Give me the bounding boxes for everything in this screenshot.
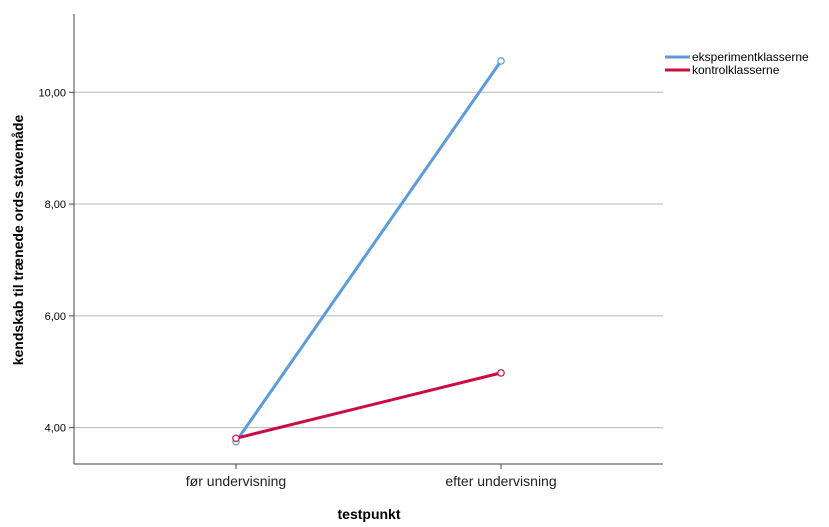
data-point [497,57,505,65]
series-line [234,59,503,444]
x-tick-label: efter undervisning [445,473,556,489]
y-tick-label: 10,00 [38,87,66,99]
series-line [234,371,503,440]
y-tick-labels: 4,00 6,00 8,00 10,00 [38,87,74,435]
y-tick-label: 4,00 [45,423,66,435]
y-tick-label: 8,00 [45,199,66,211]
axes [73,14,663,465]
legend-label: kontrolklasserne [692,63,780,77]
y-tick-label: 6,00 [45,311,66,323]
data-point [232,434,240,443]
data-point [497,369,505,377]
series-kontrolklasserne [232,369,505,443]
gridlines [74,91,663,429]
series-eksperimentklasserne [232,57,505,446]
x-tick-labels: før undervisning efter undervisning [186,464,557,489]
x-tick-label: før undervisning [186,473,286,489]
x-axis-label: testpunkt [338,506,401,522]
series-lines [232,57,505,446]
legend-label: eksperimentklasserne [692,50,809,64]
y-axis-label: kendskab til trænede ords stavemåde [10,115,26,366]
